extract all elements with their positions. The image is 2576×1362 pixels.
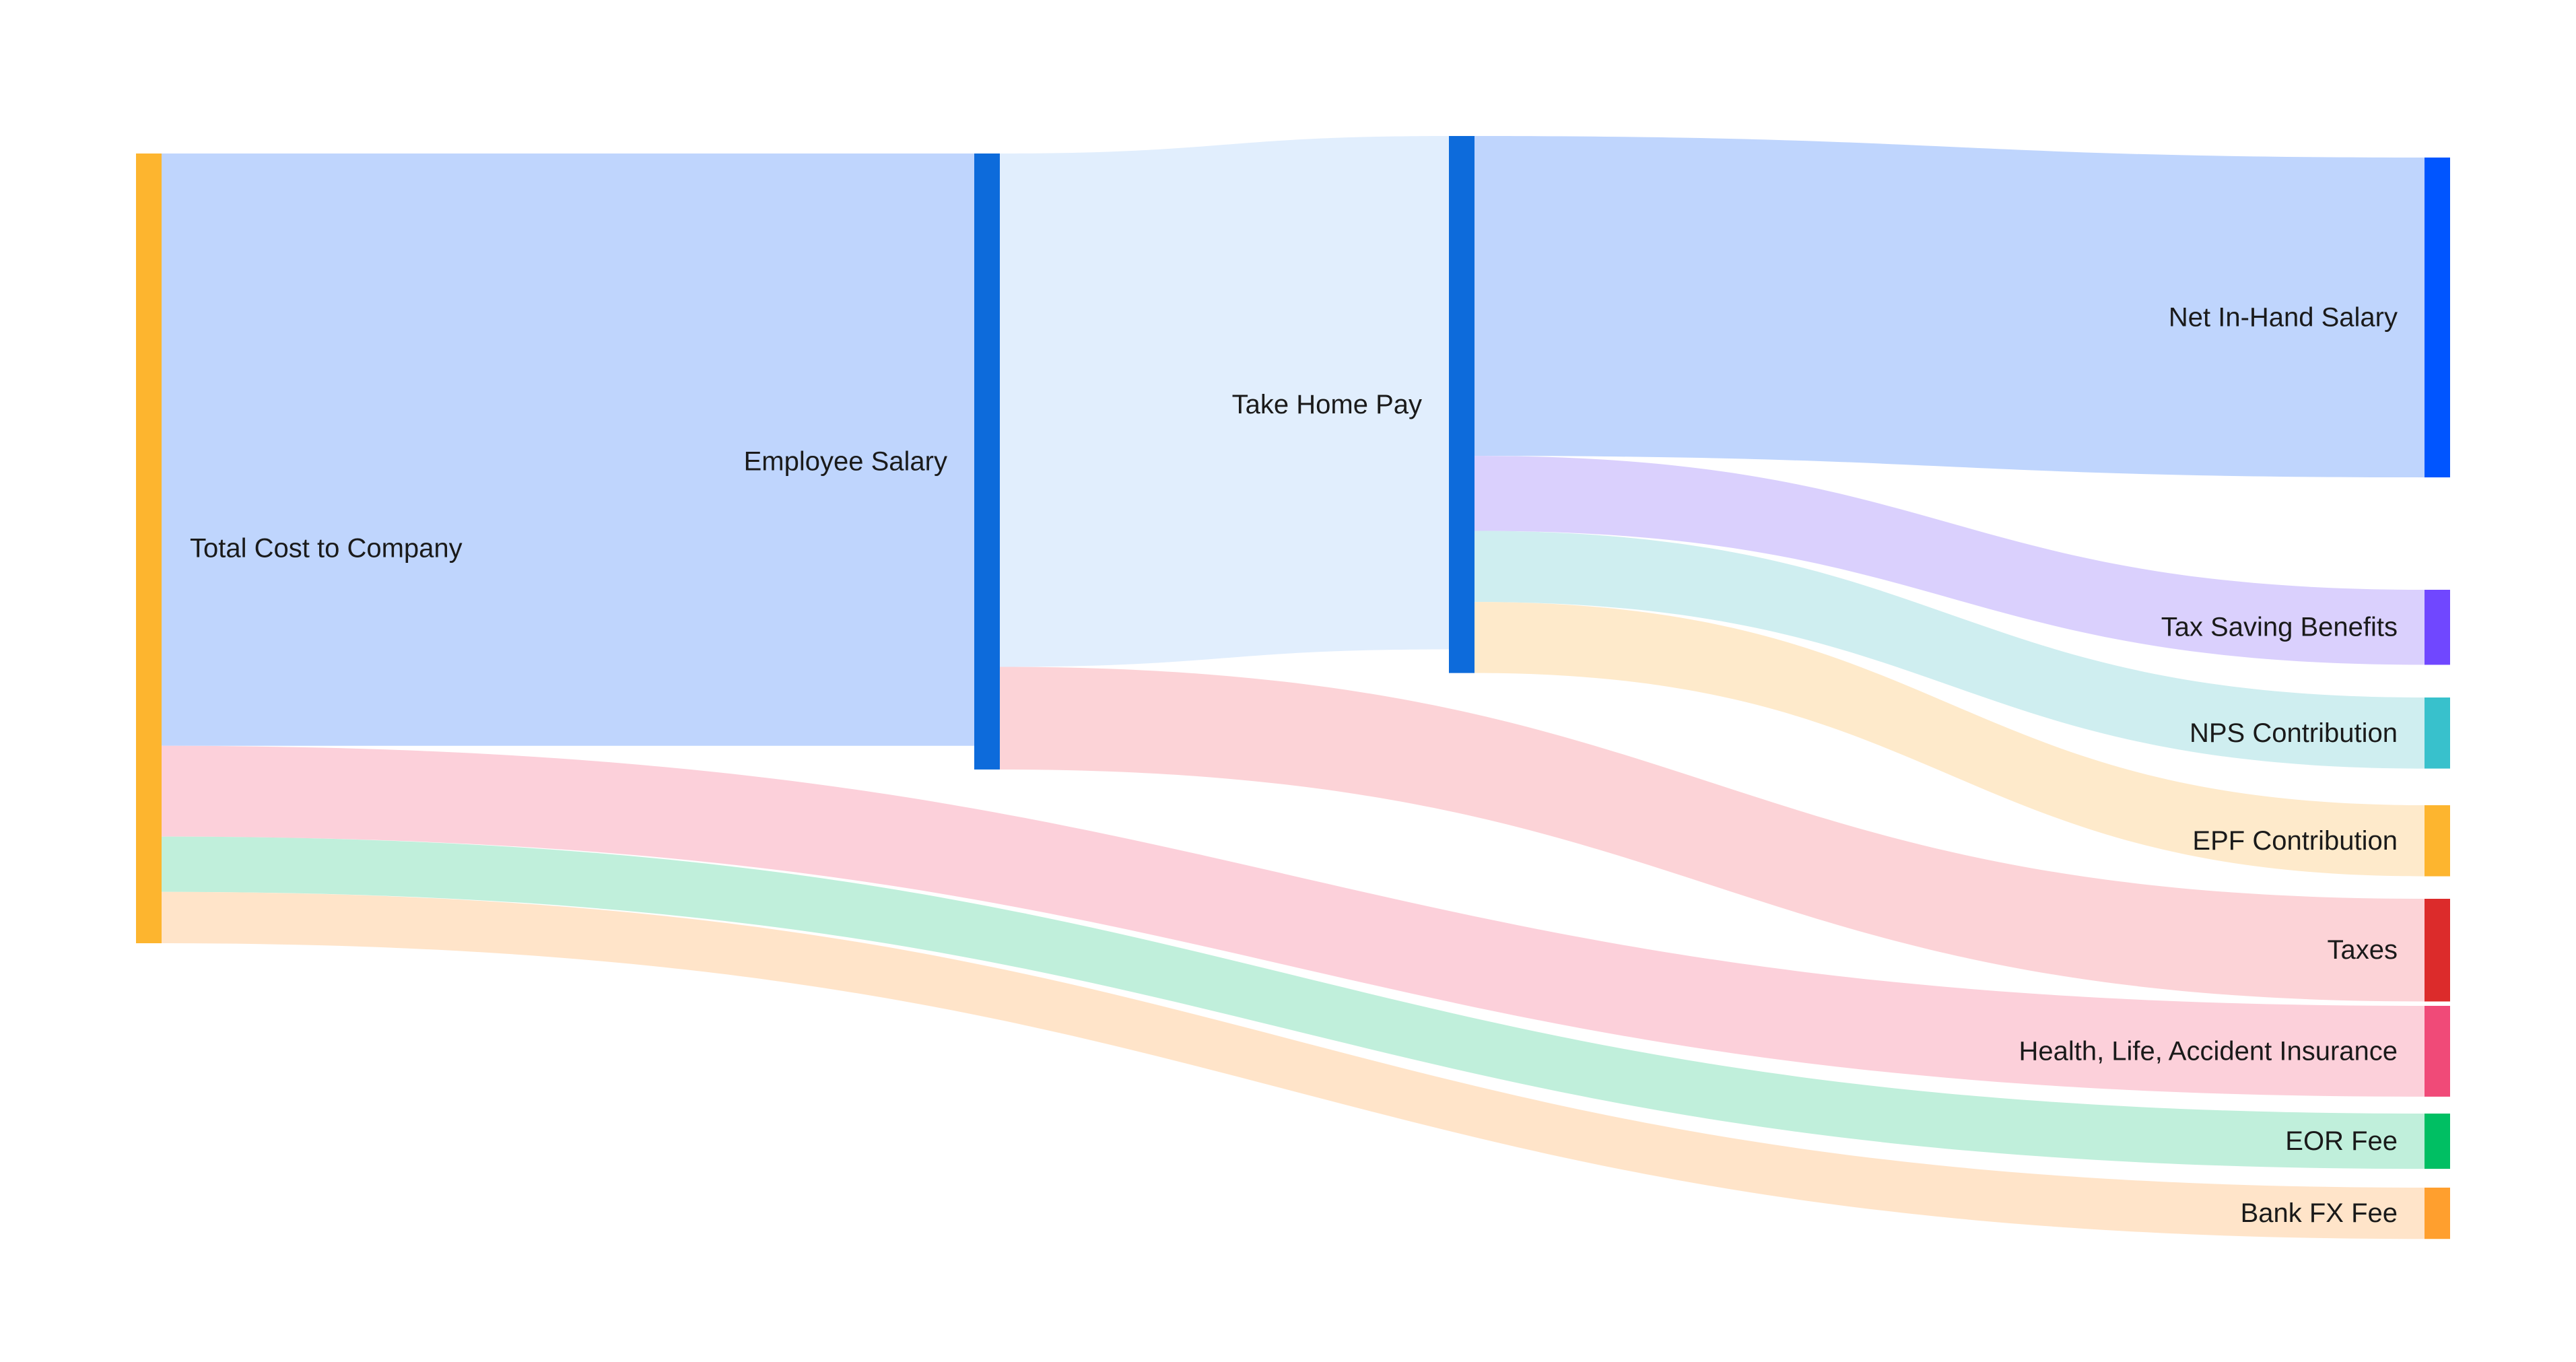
label-net-in-hand-salary: Net In-Hand Salary [2169,303,2398,333]
node-net-in-hand-salary [2425,158,2450,478]
node-taxes [2425,899,2450,1002]
label-eor-fee: EOR Fee [2285,1126,2398,1156]
label-taxes: Taxes [2328,935,2398,965]
node-epf-contribution [2425,805,2450,877]
label-total-cost-to-company: Total Cost to Company [190,534,463,564]
link-tcc-to-eor [162,836,2425,1169]
node-bank-fx-fee [2425,1188,2450,1239]
label-take-home-pay: Take Home Pay [1232,390,1422,419]
node-employee-salary [974,154,1000,770]
label-employee-salary: Employee Salary [744,446,947,476]
label-nps-contribution: NPS Contribution [2190,718,2398,748]
link-tcc-to-salary [162,154,974,746]
label-health-life-accident-insurance: Health, Life, Accident Insurance [2019,1036,2398,1066]
node-tax-saving-benefits [2425,590,2450,665]
node-eor-fee [2425,1114,2450,1169]
link-takehome-to-net [1475,136,2425,478]
links-layer [162,136,2425,1239]
link-tcc-to-insurance [162,745,2425,1097]
node-total-cost-to-company [136,154,162,943]
link-tcc-to-bankfx [162,891,2425,1239]
label-bank-fx-fee: Bank FX Fee [2241,1198,2398,1228]
link-takehome-to-nps [1475,531,2425,769]
link-salary-to-takehome [1000,136,1449,667]
labels-layer: Total Cost to Company Employee Salary Take… [190,303,2398,1229]
link-takehome-to-taxsaving [1475,456,2425,665]
label-epf-contribution: EPF Contribution [2192,826,2398,856]
node-health-life-accident-insurance [2425,1006,2450,1097]
label-tax-saving-benefits: Tax Saving Benefits [2161,613,2398,642]
link-salary-to-taxes [1000,667,2425,1002]
node-nps-contribution [2425,697,2450,769]
link-takehome-to-epf [1475,602,2425,877]
node-take-home-pay [1449,136,1475,673]
nodes-layer [136,136,2450,1239]
